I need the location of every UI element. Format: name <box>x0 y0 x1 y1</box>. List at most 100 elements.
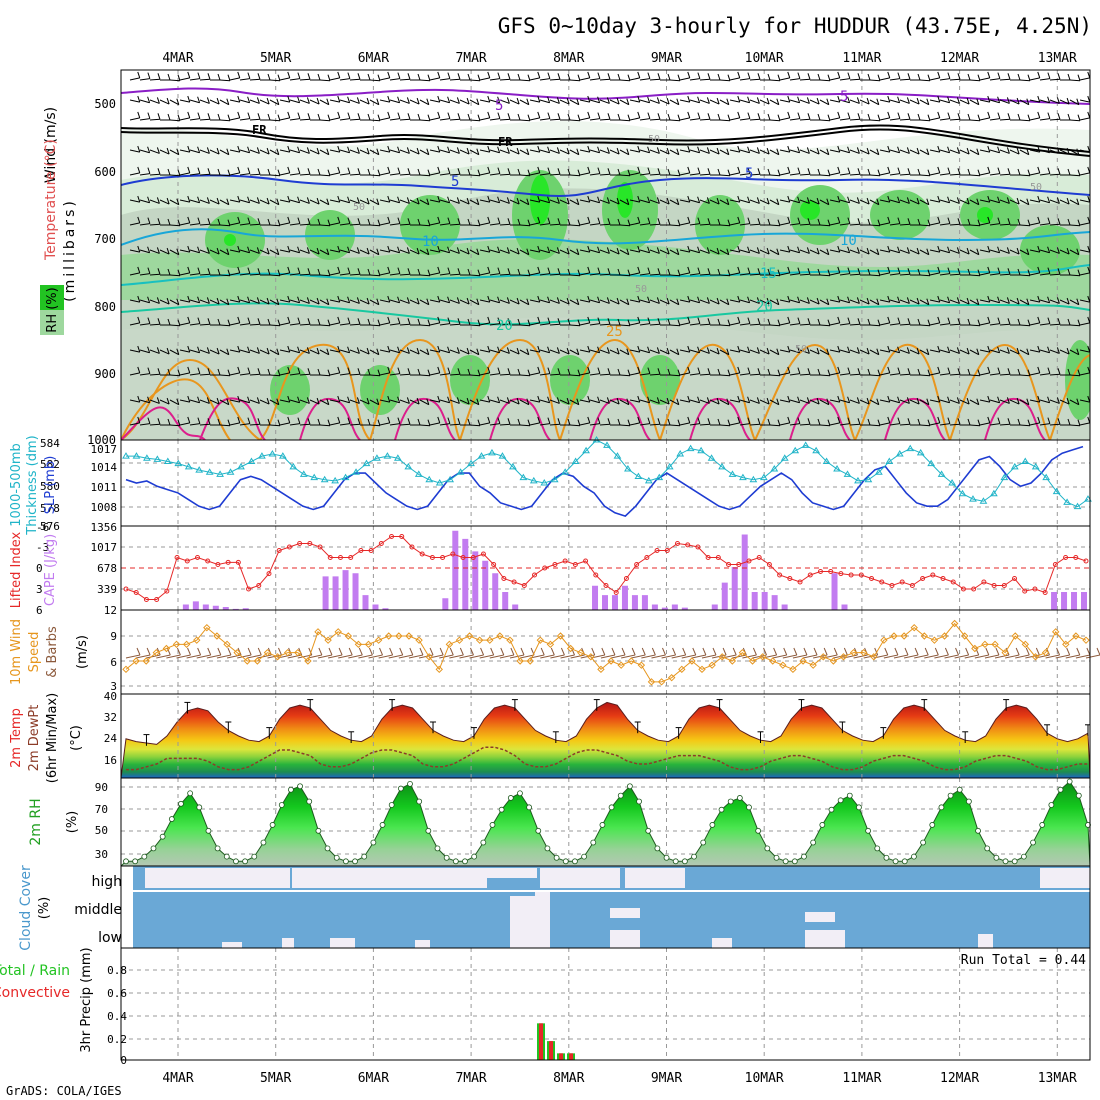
upper-wind-barb-flag <box>366 297 370 305</box>
upper-wind-barb-flag <box>637 195 641 203</box>
upper-wind-barb-flag <box>1026 398 1030 405</box>
upper-wind-barb-flag <box>557 113 561 120</box>
thickness-point <box>864 475 873 483</box>
upper-wind-barb-flag <box>1047 146 1051 153</box>
contour-label-freezing: FR <box>498 135 513 149</box>
upper-wind-barb <box>789 299 800 304</box>
upper-wind-barb-flag <box>176 98 180 105</box>
wind10m-barb <box>186 654 201 659</box>
upper-wind-barb-flag <box>587 145 591 153</box>
upper-wind-barb <box>629 299 640 303</box>
upper-wind-barb-flag <box>927 74 931 81</box>
upper-wind-barb-flag <box>816 247 820 255</box>
wind10m-barb-flag <box>874 647 879 656</box>
upper-wind-barb <box>169 119 181 122</box>
upper-wind-barb <box>229 422 240 426</box>
upper-wind-barb <box>319 349 330 356</box>
upper-wind-barb-flag <box>577 74 581 81</box>
rh2m-tick: 70 <box>95 803 108 816</box>
upper-wind-barb <box>369 249 380 256</box>
rh2m-point <box>242 858 249 865</box>
thickness-point <box>122 452 130 459</box>
upper-wind-barb-flag <box>947 317 951 324</box>
lifted-index-line <box>123 534 1089 602</box>
upper-wind-barb <box>719 274 731 277</box>
upper-wind-barb <box>889 299 900 304</box>
upper-wind-barb <box>969 299 980 306</box>
upper-wind-barb <box>329 349 340 353</box>
upper-wind-barb <box>579 199 590 203</box>
upper-wind-barb-flag <box>697 296 701 303</box>
lifted-index-point <box>542 565 548 571</box>
upper-wind-barb <box>579 77 590 81</box>
thickness-point <box>509 462 517 470</box>
upper-wind-barb <box>649 273 661 276</box>
cape-bar <box>222 607 229 610</box>
upper-wind-barb <box>789 149 800 154</box>
wind10m-barb <box>883 654 898 659</box>
thickness-point <box>163 457 172 464</box>
upper-wind-barb <box>849 399 860 404</box>
upper-wind-barb-flag <box>806 97 810 104</box>
upper-wind-barb-flag <box>216 197 220 205</box>
wind10m-barb-flag <box>278 647 282 656</box>
upper-wind-barb-flag <box>237 216 241 224</box>
upper-wind-barb-flag <box>387 71 391 79</box>
upper-wind-barb <box>729 399 740 403</box>
upper-wind-barb <box>629 149 640 153</box>
upper-wind-barb-flag <box>307 73 311 80</box>
cloud-clear-patch <box>712 938 732 948</box>
upper-wind-barb <box>629 372 640 376</box>
cloud-clear-patch <box>330 938 355 948</box>
upper-wind-barb-flag <box>327 369 331 376</box>
upper-wind-barb-flag <box>147 317 151 324</box>
precip-3hr-label: 3hr Precip (mm) <box>79 947 94 1052</box>
upper-wind-barb-flag <box>1087 345 1090 353</box>
upper-wind-barb-flag <box>1087 245 1090 253</box>
upper-wind-barb-flag <box>166 247 170 255</box>
upper-wind-barb-flag <box>897 146 901 153</box>
upper-wind-barb <box>919 149 930 156</box>
upper-wind-barb-flag <box>737 295 741 303</box>
upper-wind-barb <box>669 174 681 177</box>
rh2m-panel: 90 70 50 30 2m RH (%) <box>28 777 1091 867</box>
upper-wind-barb <box>1059 149 1070 155</box>
upper-wind-barb <box>349 423 361 426</box>
upper-wind-barb <box>549 199 560 204</box>
upper-wind-barb-flag <box>376 148 380 155</box>
upper-wind-barb <box>609 99 620 105</box>
upper-wind-barb-flag <box>1076 248 1080 255</box>
upper-wind-barb-flag <box>417 318 421 326</box>
upper-wind-barb-flag <box>537 71 541 79</box>
upper-wind-barb <box>239 373 250 376</box>
upper-wind-barb <box>869 374 881 377</box>
upper-wind-barb <box>969 349 980 356</box>
upper-wind-barb <box>469 399 480 406</box>
upper-wind-barb <box>739 349 750 354</box>
cape-bar <box>831 573 838 610</box>
upper-wind-barb <box>1019 99 1030 106</box>
upper-wind-barb-flag <box>647 396 651 403</box>
upper-wind-barb-flag <box>317 113 321 121</box>
upper-wind-barb <box>1039 323 1050 326</box>
upper-wind-barb <box>359 199 370 205</box>
upper-wind-barb <box>699 149 710 154</box>
upper-wind-barb <box>569 324 581 327</box>
upper-wind-barb <box>689 99 700 104</box>
upper-wind-barb <box>509 149 520 155</box>
wind10m-barb <box>893 654 909 659</box>
upper-wind-barb <box>369 224 381 227</box>
upper-wind-barb-flag <box>417 73 421 81</box>
upper-wind-barb <box>549 399 560 404</box>
upper-wind-barb <box>419 119 431 122</box>
upper-wind-barb <box>1019 299 1030 306</box>
upper-wind-barb <box>999 399 1010 404</box>
upper-wind-barb-flag <box>1027 169 1031 176</box>
upper-wind-barb <box>479 272 490 276</box>
upper-wind-barb <box>159 199 170 205</box>
upper-wind-barb <box>249 323 261 326</box>
upper-wind-barb <box>1059 399 1070 405</box>
upper-wind-barb <box>329 322 340 326</box>
upper-wind-barb <box>979 249 990 253</box>
upper-wind-barb-flag <box>726 398 730 405</box>
